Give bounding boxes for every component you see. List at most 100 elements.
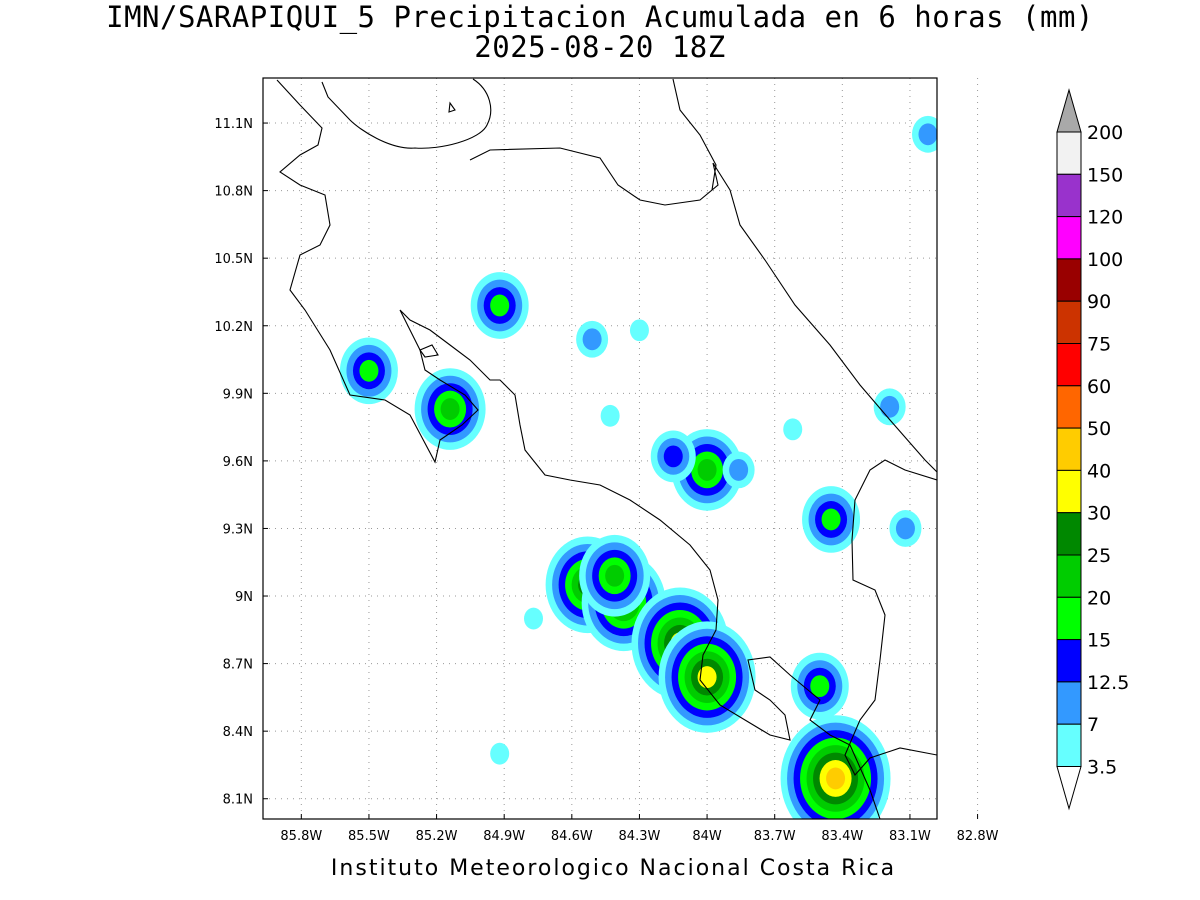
island-lake [448, 101, 456, 113]
precip-contour [663, 445, 683, 468]
precip-contour [949, 643, 1020, 725]
colorbar-swatch [1056, 343, 1082, 387]
precip-cell [600, 404, 620, 427]
precip-cell [629, 319, 649, 342]
lon-tick-label: 84.3W [619, 829, 661, 844]
precip-contour [783, 418, 803, 441]
lat-tick-label: 9.3N [223, 522, 253, 537]
precip-contour [359, 359, 379, 382]
precip-cell [470, 272, 529, 339]
precip-cell [339, 337, 398, 405]
coastline-pacific [276, 79, 881, 819]
lat-tick-label: 10.2N [214, 320, 253, 335]
precip-contour [962, 604, 1007, 656]
lat-tick-label: 8.7N [223, 658, 253, 673]
precip-contour [582, 328, 602, 351]
colorbar-bottom-triangle [1056, 766, 1082, 811]
lon-tick-labels: 85.8W 85.5W 85.2W 84.9W 84.6W 84.3W 84W 83.7W 83… [280, 829, 998, 844]
precip-contour [968, 665, 1000, 702]
precip-cell [873, 388, 906, 426]
graticule-grid [263, 78, 979, 819]
colorbar-swatch [1056, 173, 1082, 218]
lon-tick-label: 85.2W [416, 829, 458, 844]
precip-contour [1018, 637, 1037, 659]
precip-cell [783, 418, 803, 441]
colorbar-swatch [1056, 427, 1082, 471]
credit-text: Instituto Meteorologico Nacional Costa R… [330, 856, 897, 881]
precip-contour [821, 508, 841, 531]
plot-frame [262, 77, 938, 820]
colorbar-label: 90 [1087, 291, 1111, 313]
precip-contour [975, 673, 994, 695]
precip-cell [576, 320, 609, 358]
colorbar-label: 100 [1087, 249, 1123, 271]
precip-cell [579, 534, 651, 617]
lon-tick-label: 85.8W [280, 829, 322, 844]
coastline [276, 78, 937, 819]
precip-contour [962, 658, 1007, 710]
colorbar-legend: 200 150 120 100 90 75 60 50 40 30 25 20 15 12.5 7 3.5 [1056, 88, 1129, 811]
precip-contour [440, 398, 460, 421]
precip-cell [780, 715, 891, 819]
colorbar-swatch [1056, 596, 1082, 641]
map-title: IMN/SARAPIQUI_5 Precipitacion Acumulada … [0, 2, 1200, 62]
title-line-1: IMN/SARAPIQUI_5 Precipitacion Acumulada … [106, 0, 1094, 34]
precip-contour [975, 619, 994, 641]
gulf-islands [419, 344, 439, 358]
precip-contour [697, 458, 717, 481]
precip-cell [524, 607, 544, 630]
colorbar-top-triangle [1056, 88, 1082, 133]
lon-tick-label: 84.6W [551, 829, 593, 844]
colorbar-label: 30 [1087, 503, 1111, 525]
precip-cell [414, 368, 486, 450]
colorbar-label: 150 [1087, 164, 1123, 186]
colorbar-label: 60 [1087, 376, 1111, 398]
precip-contour [973, 159, 992, 181]
colorbar-swatch [1056, 723, 1082, 768]
colorbar-label: 7 [1087, 714, 1099, 736]
lat-tick-label: 9N [235, 590, 253, 605]
lat-tick-label: 10.8N [214, 185, 253, 200]
precip-contour [524, 607, 544, 630]
precip-contour [880, 395, 900, 418]
precip-cell [650, 430, 696, 483]
colorbar-label: 40 [1087, 460, 1111, 482]
precip-contour [998, 614, 1056, 681]
precip-cell [490, 742, 510, 765]
precip-cell [949, 643, 1020, 725]
lat-tick-label: 10.5N [214, 252, 253, 267]
precip-cell [802, 486, 861, 553]
lon-tick-label: 84W [692, 829, 722, 844]
lon-tick-label: 82.8W [957, 829, 999, 844]
precip-cell [658, 621, 756, 733]
colorbar-swatch [1056, 554, 1082, 598]
precip-contour [918, 123, 937, 146]
lat-tick-label: 8.4N [223, 725, 253, 740]
colorbar-swatch [1056, 681, 1082, 725]
coastline-caribbean [321, 78, 937, 473]
precip-contour [968, 611, 1000, 648]
colorbar-label: 25 [1087, 545, 1111, 567]
lat-tick-label: 11.1N [214, 117, 253, 132]
colorbar-label: 50 [1087, 418, 1111, 440]
colorbar-label: 15 [1087, 630, 1111, 652]
colorbar-swatch [1056, 639, 1082, 683]
precip-contour [605, 564, 625, 587]
precip-cell [966, 152, 998, 189]
lat-tick-labels: 11.1N 10.8N 10.5N 10.2N 9.9N 9.6N 9.3N 9N 8.7N 8.… [214, 117, 253, 808]
colorbar-label: 120 [1087, 207, 1123, 229]
lon-tick-label: 83.1W [889, 829, 931, 844]
precip-cell [998, 614, 1056, 681]
lat-tick-label: 9.6N [223, 455, 253, 470]
precip-cell [949, 589, 1020, 671]
coastline-north-caribbean [672, 78, 717, 191]
precip-contour [729, 458, 749, 481]
colorbar-swatch [1056, 300, 1082, 345]
lon-tick-label: 85.5W [348, 829, 390, 844]
precip-contour [629, 319, 649, 342]
precip-contour [949, 589, 1020, 671]
lon-tick-label: 83.7W [754, 829, 796, 844]
precipitation-field [339, 115, 1056, 819]
precip-cell [722, 451, 755, 489]
precip-contour [600, 404, 620, 427]
